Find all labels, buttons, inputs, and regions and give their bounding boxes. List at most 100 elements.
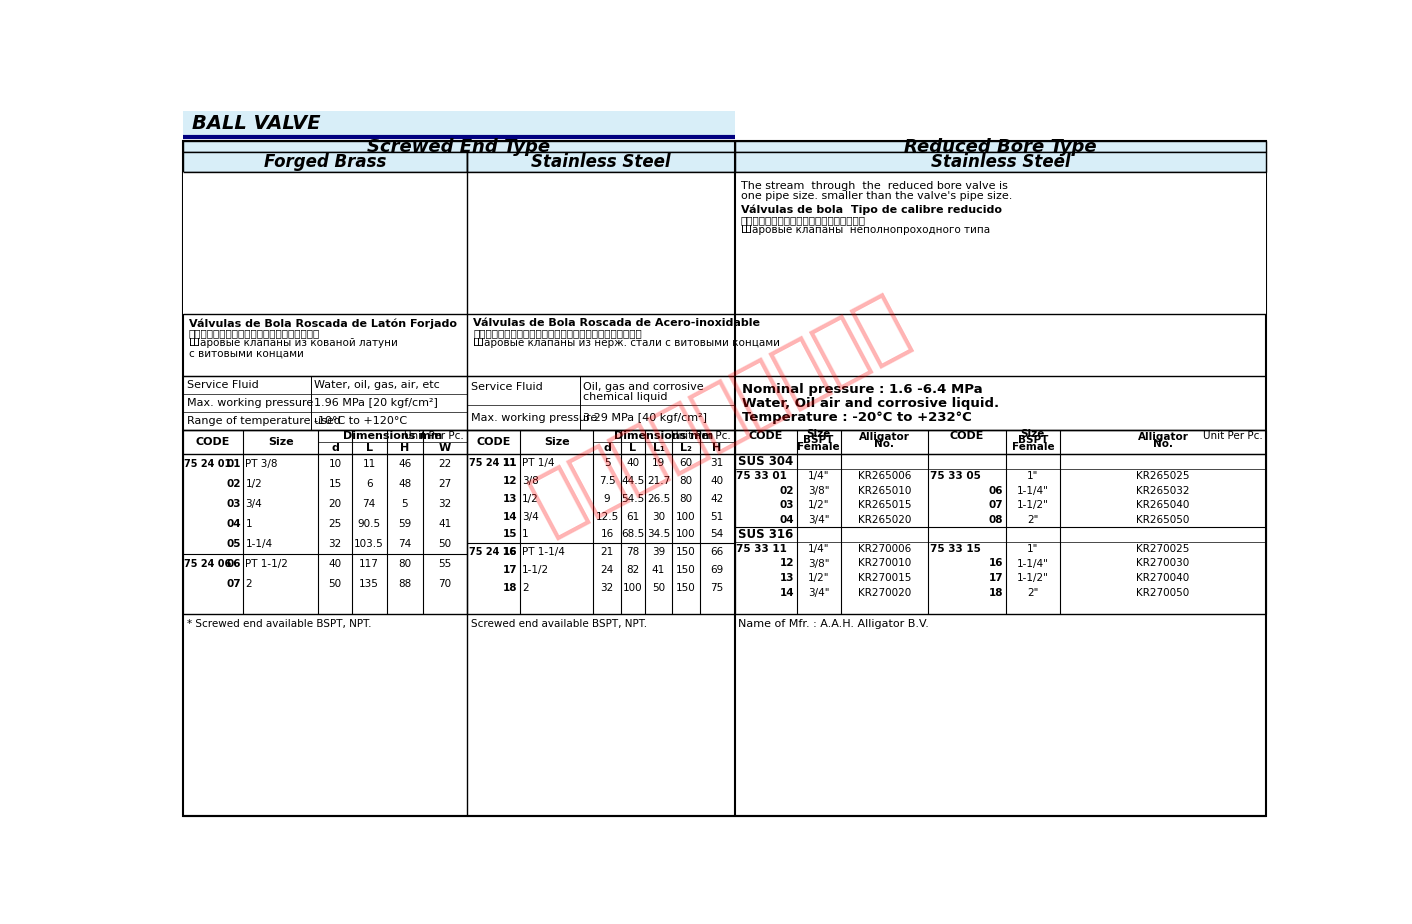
- Text: 75 33 11: 75 33 11: [736, 544, 786, 554]
- Text: с витовыми концами: с витовыми концами: [189, 348, 304, 359]
- Text: KR270006: KR270006: [858, 544, 911, 554]
- Text: KR270030: KR270030: [1137, 558, 1190, 568]
- Text: 3/4: 3/4: [246, 499, 263, 509]
- Text: 3/8": 3/8": [808, 558, 829, 568]
- Text: Шаровые клапаны из кованой латуни: Шаровые клапаны из кованой латуни: [189, 338, 398, 348]
- Text: 1-1/2": 1-1/2": [1017, 573, 1049, 583]
- Text: 2": 2": [1027, 588, 1039, 598]
- Text: 01: 01: [226, 459, 241, 469]
- Text: -10°C to +120°C: -10°C to +120°C: [315, 416, 408, 426]
- Text: L: L: [630, 444, 637, 453]
- Text: Dimensions mm: Dimensions mm: [343, 431, 442, 441]
- Text: 5: 5: [604, 458, 610, 468]
- Text: 12.5: 12.5: [596, 512, 618, 521]
- Text: 46: 46: [398, 459, 411, 469]
- Text: 40: 40: [627, 458, 640, 468]
- Text: 上海欣航船用阀门厂: 上海欣航船用阀门厂: [520, 285, 919, 544]
- Text: 03: 03: [779, 500, 794, 510]
- Text: 1-1/4: 1-1/4: [246, 540, 273, 550]
- Text: 1: 1: [246, 519, 253, 529]
- Text: PT 1/4: PT 1/4: [522, 458, 555, 468]
- Text: Alligator: Alligator: [858, 432, 909, 442]
- Text: 3/8": 3/8": [808, 486, 829, 495]
- Text: 17: 17: [503, 565, 518, 575]
- Text: 61: 61: [627, 512, 640, 521]
- Text: 1-1/2: 1-1/2: [522, 565, 549, 575]
- Text: 68.5: 68.5: [621, 529, 645, 540]
- Text: Water, Oil air and corrosive liquid.: Water, Oil air and corrosive liquid.: [743, 397, 1000, 410]
- Text: 1": 1": [1027, 471, 1039, 481]
- Text: 14: 14: [503, 512, 518, 521]
- Text: 3/4: 3/4: [522, 512, 539, 521]
- Text: H: H: [713, 444, 722, 453]
- Text: 41: 41: [438, 519, 452, 529]
- Text: Alligator: Alligator: [1138, 432, 1189, 442]
- Text: PT 1-1/4: PT 1-1/4: [522, 547, 565, 557]
- Text: 78: 78: [627, 547, 640, 557]
- Text: 117: 117: [359, 559, 378, 569]
- Bar: [182, 152, 467, 172]
- Text: BALL VALVE: BALL VALVE: [192, 115, 321, 133]
- Text: 75 24 11: 75 24 11: [469, 458, 515, 468]
- Text: 3.29 MPa [40 kgf/cm²]: 3.29 MPa [40 kgf/cm²]: [583, 412, 707, 422]
- Text: 14: 14: [779, 588, 794, 598]
- Text: 74: 74: [398, 540, 411, 550]
- Text: 04: 04: [226, 519, 241, 529]
- Text: Válvulas de Bola Roscada de Latón Forjado: Válvulas de Bola Roscada de Latón Forjad…: [189, 318, 457, 329]
- Text: 07: 07: [226, 579, 241, 590]
- Text: 7.5: 7.5: [599, 476, 616, 486]
- Bar: [734, 172, 1267, 314]
- Text: 48: 48: [398, 480, 411, 490]
- Bar: [467, 172, 734, 314]
- Text: Range of temperature used: Range of temperature used: [186, 416, 340, 426]
- Text: Size: Size: [268, 437, 294, 447]
- Text: Válvulas de Bola Roscada de Acero-inoxidable: Válvulas de Bola Roscada de Acero-inoxid…: [473, 319, 760, 328]
- Text: KR265040: KR265040: [1137, 500, 1190, 510]
- Text: 15: 15: [503, 529, 518, 540]
- Text: 1": 1": [1027, 544, 1039, 554]
- Text: 40: 40: [710, 476, 723, 486]
- Text: Size: Size: [544, 437, 569, 447]
- Text: 6: 6: [366, 480, 373, 490]
- Text: 07: 07: [988, 500, 1004, 510]
- Text: BSPT: BSPT: [803, 435, 833, 445]
- Text: Nominal pressure : 1.6 -6.4 MPa: Nominal pressure : 1.6 -6.4 MPa: [743, 383, 983, 396]
- Text: Unit Per Pc.: Unit Per Pc.: [671, 431, 730, 441]
- Text: d: d: [330, 444, 339, 453]
- Text: Stainless Steel: Stainless Steel: [531, 153, 671, 171]
- Text: 24: 24: [600, 565, 614, 575]
- Text: 40: 40: [329, 559, 342, 569]
- Bar: [182, 141, 734, 152]
- Text: 75 24 06: 75 24 06: [184, 559, 232, 569]
- Text: 74: 74: [363, 499, 376, 509]
- Text: L₂: L₂: [679, 444, 692, 453]
- Text: CODE: CODE: [476, 437, 511, 447]
- Text: 13: 13: [779, 573, 794, 583]
- Text: CODE: CODE: [748, 431, 782, 441]
- Text: 1/2: 1/2: [246, 480, 263, 490]
- Text: 12: 12: [779, 558, 794, 568]
- Text: 34.5: 34.5: [647, 529, 671, 540]
- Text: 10: 10: [329, 459, 342, 469]
- Text: KR270040: KR270040: [1137, 573, 1190, 583]
- Text: Max. working pressure: Max. working pressure: [186, 397, 313, 407]
- Text: 03: 03: [226, 499, 241, 509]
- Text: 16: 16: [988, 558, 1004, 568]
- Text: * Screwed end available BSPT, NPT.: * Screwed end available BSPT, NPT.: [186, 619, 371, 628]
- Text: 17: 17: [988, 573, 1004, 583]
- Text: リテンレススチールねじ込ボールバルブ　螺旋式不锈钢球阀: リテンレススチールねじ込ボールバルブ 螺旋式不锈钢球阀: [473, 328, 642, 338]
- Text: 59: 59: [398, 519, 411, 529]
- Text: 31: 31: [710, 458, 724, 468]
- Text: 26.5: 26.5: [647, 493, 671, 504]
- Text: PT 3/8: PT 3/8: [246, 459, 278, 469]
- Text: 51: 51: [710, 512, 724, 521]
- Text: SUS 304: SUS 304: [738, 456, 794, 468]
- Text: 2: 2: [246, 579, 253, 590]
- Text: 75 24 16: 75 24 16: [469, 547, 515, 557]
- Text: 39: 39: [652, 547, 665, 557]
- Text: 16: 16: [503, 547, 518, 557]
- Text: 54: 54: [710, 529, 724, 540]
- Text: H: H: [400, 444, 409, 453]
- Text: W: W: [439, 444, 452, 453]
- Text: PT 1-1/2: PT 1-1/2: [246, 559, 288, 569]
